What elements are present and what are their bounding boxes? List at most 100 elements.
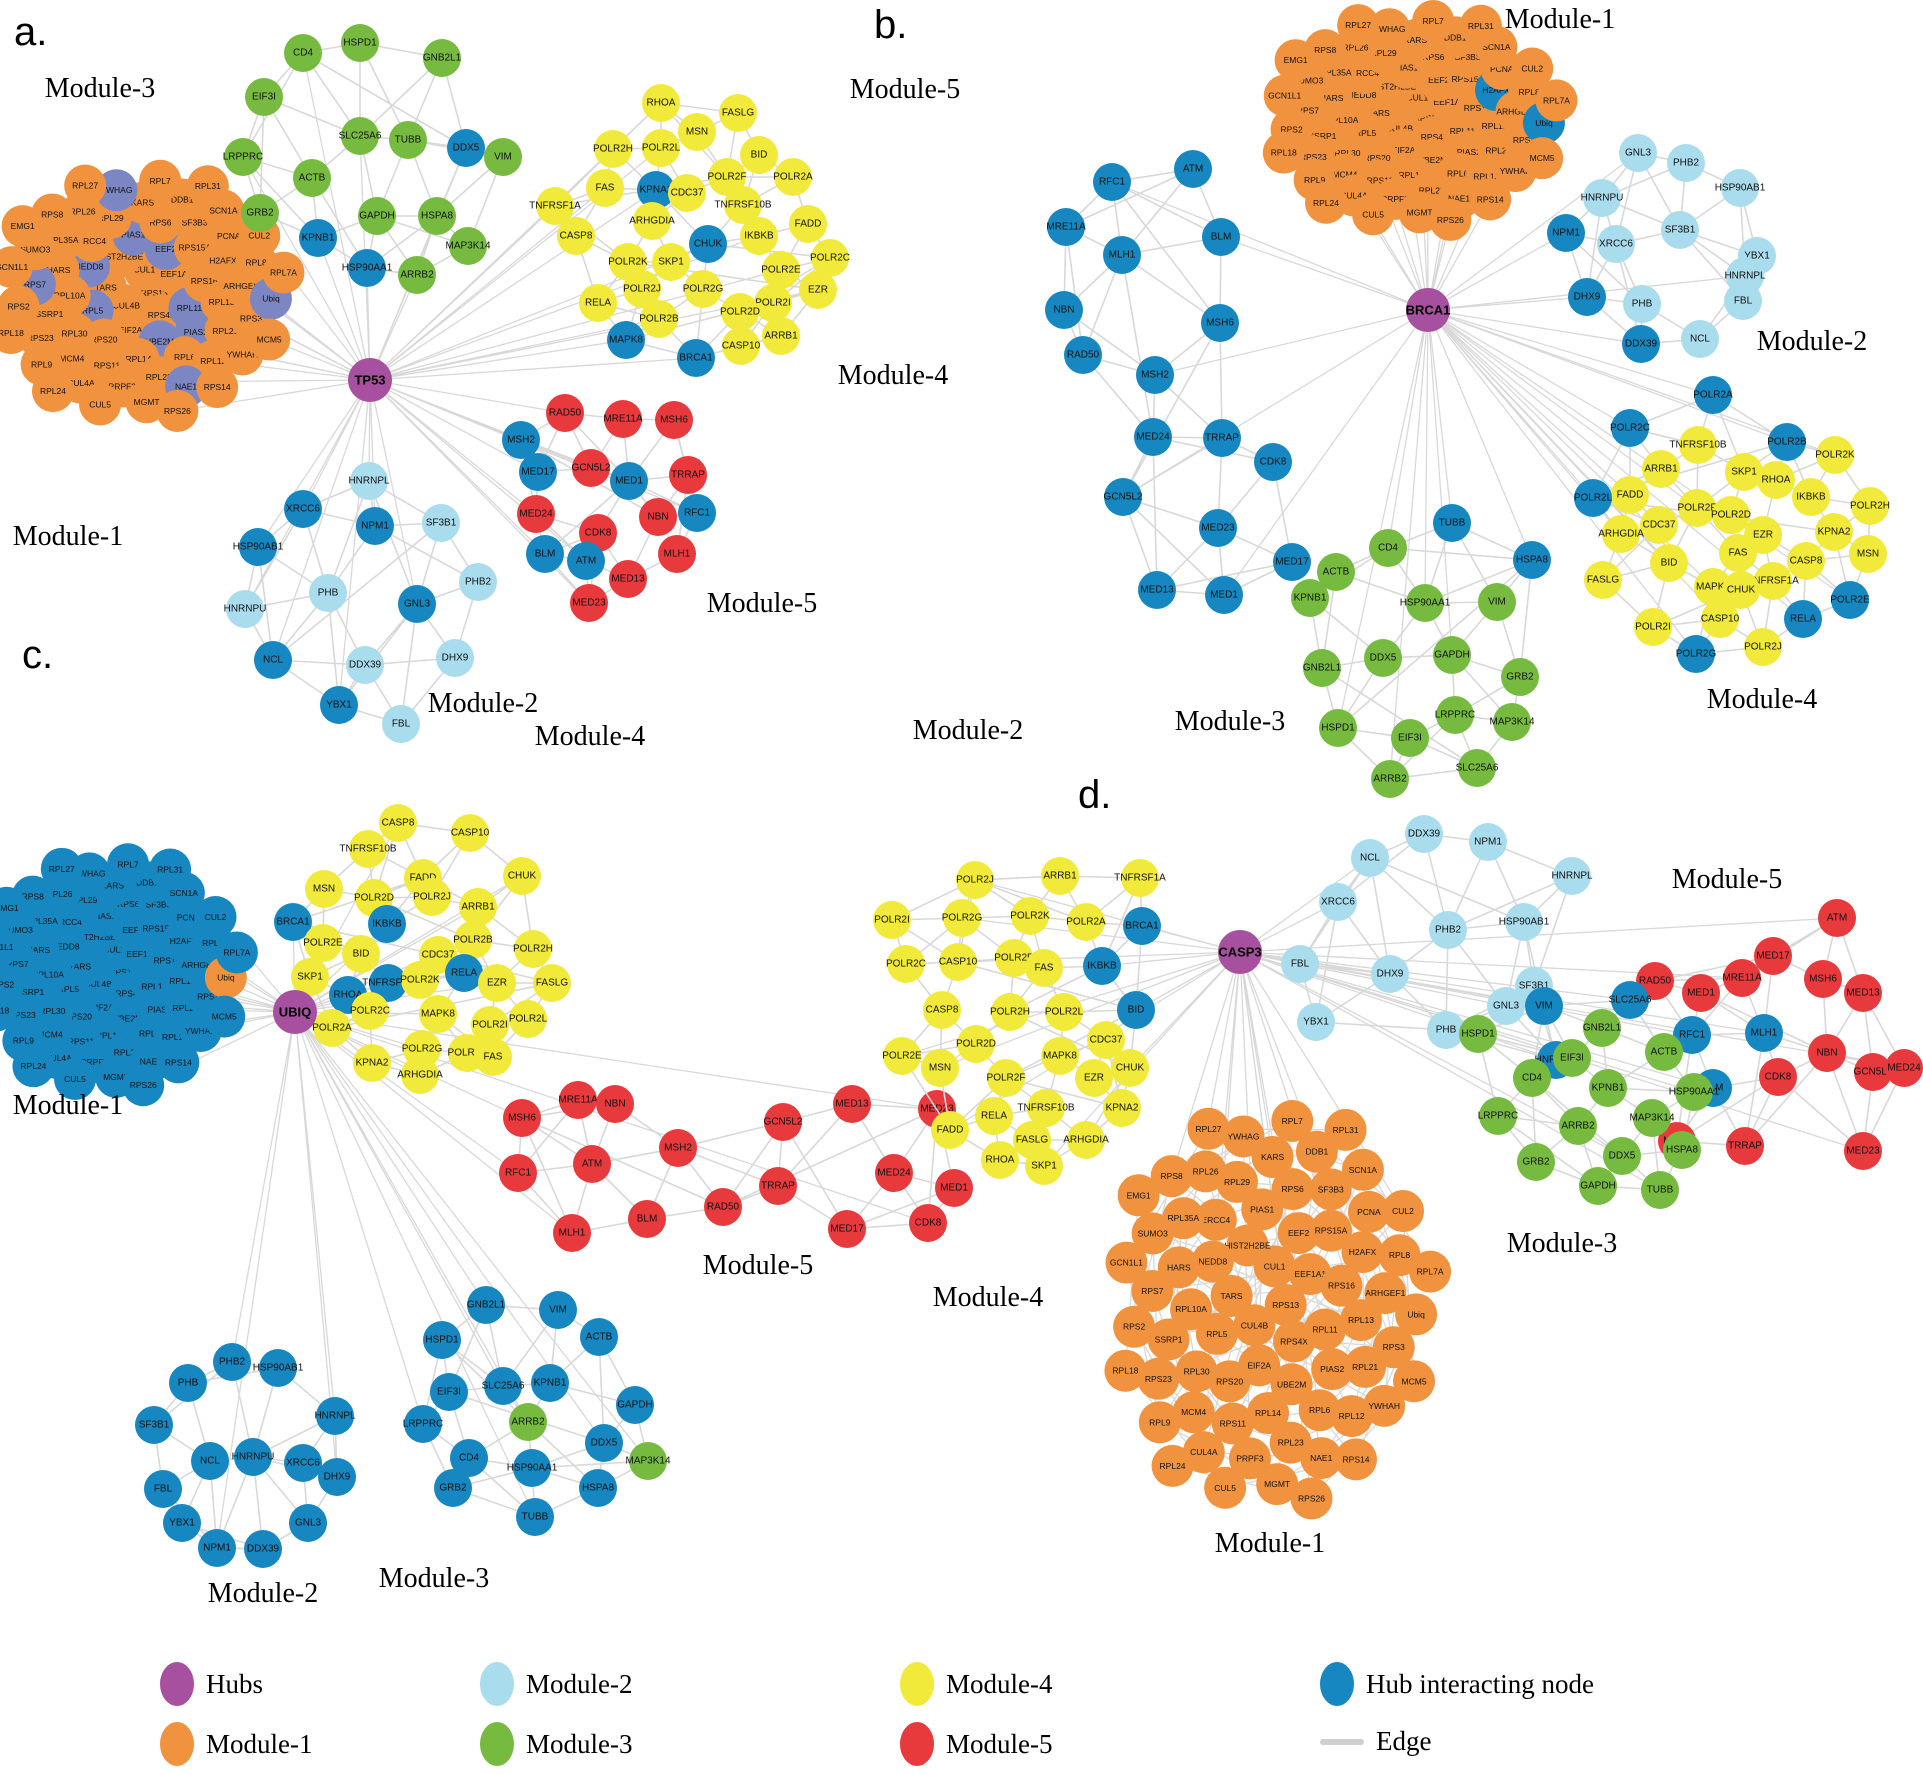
node-BID[interactable]	[1117, 991, 1155, 1029]
node-HSPD1[interactable]	[341, 24, 379, 62]
node-EMG1[interactable]	[0, 886, 28, 929]
node-HSPA8[interactable]	[1663, 1131, 1701, 1169]
node-FASLG[interactable]	[533, 964, 571, 1002]
node-RPL30[interactable]	[1175, 1350, 1218, 1393]
node-EMG1[interactable]	[1, 205, 44, 248]
node-RAD50[interactable]	[704, 1188, 742, 1226]
node-NCL[interactable]	[1681, 320, 1719, 358]
node-MAPK8[interactable]	[1694, 568, 1732, 606]
node-DDX5[interactable]	[585, 1424, 623, 1462]
node-KPNA2[interactable]	[1103, 1089, 1141, 1127]
node-DHX9[interactable]	[1568, 278, 1606, 316]
node-RPS3[interactable]	[1372, 1326, 1415, 1369]
node-BID[interactable]	[1650, 544, 1688, 582]
node-MSH6[interactable]	[503, 1099, 541, 1137]
node-POLR2E[interactable]	[762, 251, 800, 289]
node-DDX5[interactable]	[1603, 1137, 1641, 1175]
node-HSPA8[interactable]	[579, 1469, 617, 1507]
node-MED1[interactable]	[610, 462, 648, 500]
node-KPNB1[interactable]	[1291, 579, 1329, 617]
node-TNFRSF1A[interactable]	[1754, 562, 1792, 600]
node-POLR2E[interactable]	[1831, 581, 1869, 619]
hub-node-TP53[interactable]	[348, 358, 392, 402]
node-NCL[interactable]	[191, 1442, 229, 1480]
node-HSPD1[interactable]	[1319, 709, 1357, 747]
node-CHUK[interactable]	[503, 857, 541, 895]
node-POLR2C[interactable]	[887, 945, 925, 983]
node-RPL7A[interactable]	[1535, 79, 1578, 122]
node-RPS6[interactable]	[1271, 1168, 1314, 1211]
node-KPNA2[interactable]	[353, 1044, 391, 1082]
node-HSP90AB1[interactable]	[1721, 169, 1759, 207]
node-CDK8[interactable]	[1759, 1058, 1797, 1096]
node-HSP90AB1[interactable]	[259, 1349, 297, 1387]
node-SUMO3[interactable]	[1131, 1212, 1174, 1255]
node-ARHGDIA[interactable]	[1067, 1121, 1105, 1159]
node-GNL3[interactable]	[1619, 134, 1657, 172]
node-CASP8[interactable]	[923, 991, 961, 1029]
node-MED13[interactable]	[833, 1085, 871, 1123]
node-TRRAP[interactable]	[1203, 419, 1241, 457]
node-EZR[interactable]	[1075, 1059, 1113, 1097]
node-FAS[interactable]	[1719, 534, 1757, 572]
node-CUL5[interactable]	[53, 1057, 96, 1100]
node-HIST2H2BE[interactable]	[1226, 1224, 1269, 1267]
node-POLR2C[interactable]	[811, 239, 849, 277]
node-RPS26[interactable]	[122, 1064, 165, 1107]
node-RPL7A[interactable]	[1409, 1250, 1452, 1293]
node-GRB2[interactable]	[1501, 658, 1539, 696]
node-CHUK[interactable]	[1111, 1049, 1149, 1087]
node-GCN5L2[interactable]	[1104, 478, 1142, 516]
node-POLR2K[interactable]	[401, 961, 439, 999]
node-RPL13[interactable]	[1339, 1299, 1382, 1342]
node-EIF3I[interactable]	[1391, 719, 1429, 757]
node-PHB2[interactable]	[459, 563, 497, 601]
node-MSH6[interactable]	[1201, 304, 1239, 342]
node-RHOA[interactable]	[642, 84, 680, 122]
node-TUBB[interactable]	[1433, 504, 1471, 542]
node-GNB2L1[interactable]	[1583, 1009, 1621, 1047]
node-LRPPRC[interactable]	[1479, 1097, 1517, 1135]
node-POLR2A[interactable]	[1694, 376, 1732, 414]
node-SKP1[interactable]	[1025, 1147, 1063, 1185]
node-GAPDH[interactable]	[1579, 1167, 1617, 1205]
node-RFC1[interactable]	[499, 1154, 537, 1192]
node-MED1[interactable]	[1682, 974, 1720, 1012]
node-YBX1[interactable]	[1297, 1003, 1335, 1041]
node-POLR2E[interactable]	[304, 924, 342, 962]
node-HSP90AA1[interactable]	[348, 249, 386, 287]
node-GRB2[interactable]	[1517, 1143, 1555, 1181]
node-KPNA2[interactable]	[1815, 513, 1853, 551]
node-IKBKB[interactable]	[368, 905, 406, 943]
node-POLR2F[interactable]	[708, 158, 746, 196]
node-MED24[interactable]	[517, 495, 555, 533]
node-GCN1L1[interactable]	[0, 926, 18, 968]
node-RHOA[interactable]	[981, 1141, 1019, 1179]
node-RPL26[interactable]	[1184, 1150, 1227, 1193]
node-POLR2E[interactable]	[883, 1037, 921, 1075]
node-POLR2D[interactable]	[1712, 496, 1750, 534]
node-RPL24[interactable]	[12, 1045, 55, 1088]
node-HSPA8[interactable]	[418, 197, 456, 235]
node-MSH6[interactable]	[655, 401, 693, 439]
node-POLR2A[interactable]	[774, 158, 812, 196]
node-MRE11A[interactable]	[559, 1081, 597, 1119]
node-MED1[interactable]	[1205, 576, 1243, 614]
node-FAS[interactable]	[586, 169, 624, 207]
node-POLR2A[interactable]	[1067, 903, 1105, 941]
node-RELA[interactable]	[1784, 600, 1822, 638]
node-TNFRSF10B[interactable]	[724, 186, 762, 224]
node-GNL3[interactable]	[289, 1504, 327, 1542]
node-MCM5[interactable]	[1521, 137, 1564, 180]
node-MSH2[interactable]	[502, 421, 540, 459]
node-VIM[interactable]	[539, 1291, 577, 1329]
node-FADD[interactable]	[931, 1111, 969, 1149]
node-TUBB[interactable]	[1641, 1171, 1679, 1209]
node-FBL[interactable]	[144, 1470, 182, 1508]
node-RPS2[interactable]	[1113, 1305, 1156, 1348]
node-SCN1A[interactable]	[1341, 1148, 1384, 1191]
node-ARHGDIA[interactable]	[1602, 515, 1640, 553]
node-PCNA[interactable]	[1347, 1190, 1390, 1233]
node-HNRNPU[interactable]	[226, 590, 264, 628]
node-SF3B1[interactable]	[1661, 211, 1699, 249]
